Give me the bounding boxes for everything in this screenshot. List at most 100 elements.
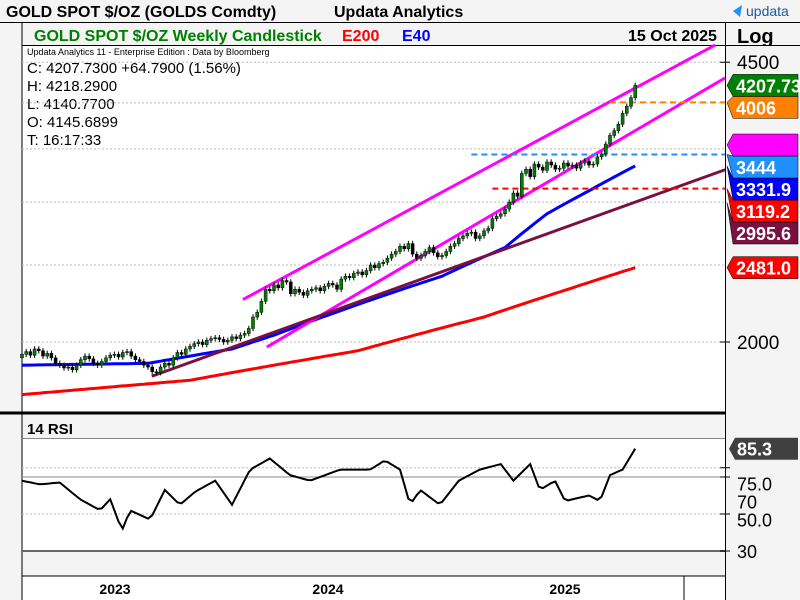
x-label-2024: 2024 [312, 581, 343, 597]
candle-body [24, 351, 28, 355]
candle-body [310, 289, 314, 292]
candle-body [431, 247, 436, 254]
candle-body [272, 284, 276, 292]
candle-body [146, 364, 150, 368]
candle-body [503, 208, 507, 215]
price-tag-label: 4207.73 [736, 76, 800, 96]
candle-body [154, 371, 159, 373]
candle-body [499, 213, 503, 217]
candle-body [268, 289, 272, 292]
candle-body [373, 264, 377, 269]
candle-body [289, 281, 293, 295]
candle-body [541, 166, 545, 171]
chart-title: GOLD SPOT $/OZ Weekly Candlestick [34, 28, 322, 45]
rsi-title: 14 RSI [27, 421, 73, 438]
candle-body [116, 354, 121, 358]
candle-body [620, 113, 625, 125]
candle-body [473, 231, 478, 239]
rsi-tick-label: 50.0 [737, 511, 772, 531]
candle-body [478, 235, 482, 239]
candle-body [356, 271, 360, 274]
candle-body [549, 161, 553, 166]
vendor-name: Updata Analytics [334, 4, 463, 21]
candle-body [326, 283, 331, 287]
candle-body [297, 289, 301, 293]
candle-body [108, 354, 112, 359]
candle-body [625, 106, 629, 114]
candle-body [583, 160, 587, 164]
candle-body [192, 343, 196, 347]
candle-body [448, 245, 453, 252]
candle-body [200, 341, 205, 345]
candle-body [32, 348, 37, 356]
candle-body [137, 359, 142, 362]
candle-body [142, 361, 146, 366]
candle-body [385, 257, 390, 263]
candle-body [398, 245, 402, 252]
legend-e200: E200 [342, 28, 379, 45]
candle-body [482, 230, 486, 237]
candle-body [121, 352, 125, 358]
e40-line [21, 164, 636, 367]
price-tag [726, 96, 799, 119]
candle-body [238, 334, 243, 339]
candle-body [536, 163, 541, 168]
candle-body [570, 164, 574, 167]
candle-body [377, 263, 381, 269]
candle-body [150, 366, 154, 372]
candle-body [37, 348, 41, 351]
candle-body [465, 233, 469, 237]
candle-body [263, 289, 268, 302]
candle-body [255, 312, 259, 318]
candle-body [368, 264, 373, 271]
candle-body [394, 251, 398, 255]
window-title: GOLD SPOT $/OZ (GOLDS Comdty) [6, 4, 276, 21]
e200-line [21, 266, 636, 397]
x-label-2025: 2025 [549, 581, 580, 597]
candle-body [415, 253, 419, 259]
price-tag [726, 188, 799, 223]
candle-body [62, 364, 66, 369]
candle-body [293, 289, 297, 295]
chart-date: 15 Oct 2025 [628, 28, 717, 45]
candle-body [406, 243, 411, 250]
candle-body [41, 350, 45, 357]
candle-body [205, 340, 209, 345]
price-tag [726, 165, 799, 201]
candle-body [524, 168, 528, 174]
candle-body [591, 163, 595, 166]
candle-body [196, 341, 201, 344]
candle-body [305, 290, 310, 296]
candle-body [184, 348, 188, 355]
candle-body [318, 287, 322, 292]
price-tag [726, 74, 799, 97]
candle-body [171, 357, 175, 366]
candle-body [251, 316, 255, 329]
price-tag-label: 4006 [736, 98, 776, 118]
candle-body [440, 255, 444, 258]
candle-body [616, 123, 621, 131]
candle-body [209, 338, 213, 341]
price-tag [726, 154, 799, 179]
candle-body [217, 337, 222, 340]
candle-body [163, 363, 167, 368]
price-tag-label: 3444 [736, 158, 776, 178]
candle-body [469, 231, 474, 234]
candle-body [427, 247, 432, 252]
candle-body [339, 278, 343, 290]
candle-body [234, 336, 238, 339]
open-text: O: 4145.6899 [27, 114, 118, 131]
candle-body [259, 301, 264, 313]
candle-body [95, 363, 100, 366]
candle-body [562, 162, 566, 169]
candle-body [436, 252, 440, 258]
candle-body [83, 355, 87, 360]
candle-body [213, 337, 217, 339]
candle-body [633, 85, 637, 98]
candle-body [629, 97, 633, 107]
scale-label: Log [737, 26, 774, 48]
candle-body [129, 351, 133, 357]
candle-body [402, 245, 406, 250]
candle-body [226, 340, 230, 343]
